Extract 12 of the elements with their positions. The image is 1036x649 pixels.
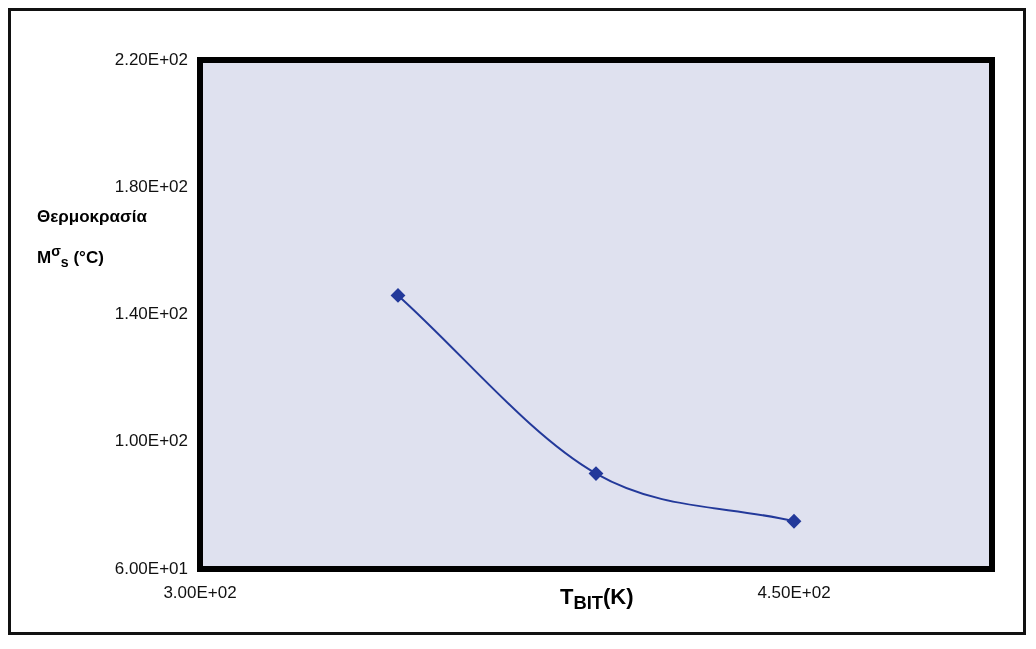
y-tick-label: 1.80E+02 <box>114 176 188 196</box>
point <box>787 514 801 529</box>
point <box>391 288 405 303</box>
x-tick-label: 3.00E+02 <box>163 582 237 602</box>
x-axis-title: T$_{BIT}$(K) <box>560 584 634 615</box>
y-tick-label: 1.40E+02 <box>114 304 188 324</box>
y-tick-label: 6.00E+01 <box>114 558 188 578</box>
point <box>589 466 603 481</box>
y-tick-label: 2.20E+02 <box>114 49 188 69</box>
y-tick-label: 1.00E+02 <box>114 431 188 451</box>
text: Θερμοκρασία M$^{σ}$$_{s}$ (°C) <box>37 207 147 271</box>
x-tick-label: 4.50E+02 <box>757 582 831 602</box>
